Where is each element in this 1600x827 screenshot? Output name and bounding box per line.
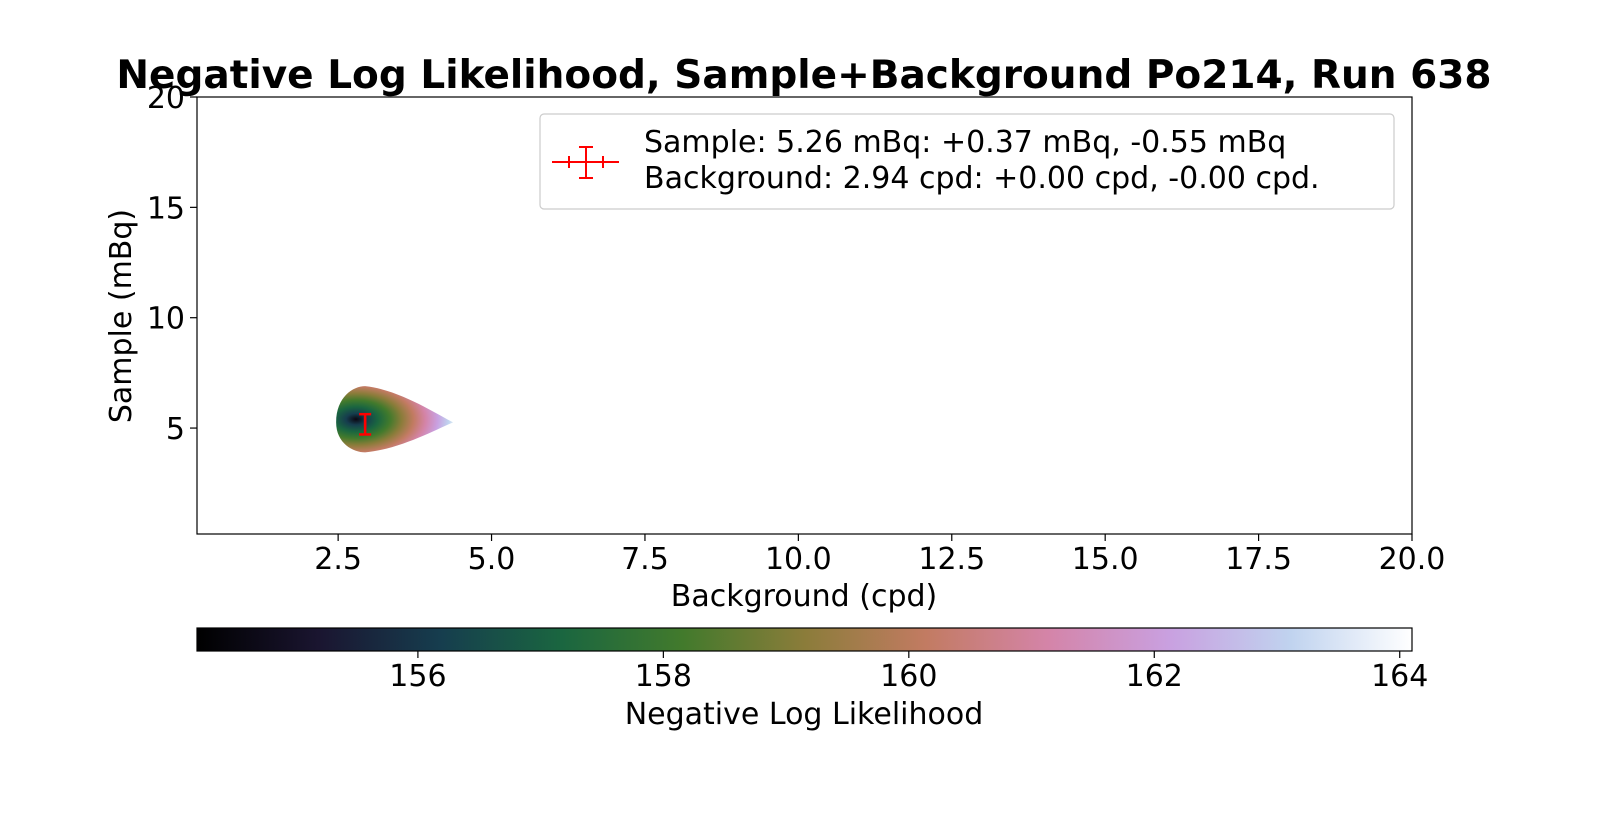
x-tick-label: 15.0 <box>1072 542 1139 577</box>
x-tick-label: 7.5 <box>621 542 669 577</box>
y-axis-ticks: 5 10 15 20 <box>147 81 197 447</box>
x-tick-label: 12.5 <box>918 542 985 577</box>
colorbar-tick-label: 160 <box>880 659 937 694</box>
x-tick-label: 10.0 <box>765 542 832 577</box>
colorbar-tick-label: 164 <box>1371 659 1428 694</box>
x-axis-label: Background (cpd) <box>671 579 938 614</box>
legend-errorbar-icon <box>552 146 619 179</box>
x-axis-ticks: 2.5 5.0 7.5 10.0 12.5 15.0 17.5 20.0 <box>314 534 1445 577</box>
x-tick-label: 20.0 <box>1379 542 1446 577</box>
colorbar <box>196 627 1413 652</box>
y-tick-label: 10 <box>147 302 185 337</box>
best-fit-point <box>359 412 372 436</box>
colorbar-tick-label: 162 <box>1126 659 1183 694</box>
y-tick-label: 15 <box>147 191 185 226</box>
y-axis-label: Sample (mBq) <box>104 209 139 423</box>
y-tick-label: 20 <box>147 81 185 116</box>
legend-line-background: Background: 2.94 cpd: +0.00 cpd, -0.00 c… <box>644 161 1320 196</box>
likelihood-region <box>336 386 454 453</box>
x-tick-label: 17.5 <box>1225 542 1292 577</box>
legend-box <box>539 113 1395 210</box>
chart-title: Negative Log Likelihood, Sample+Backgrou… <box>116 53 1491 98</box>
legend: Sample: 5.26 mBq: +0.37 mBq, -0.55 mBq B… <box>539 113 1395 210</box>
y-tick-label: 5 <box>166 412 185 447</box>
colorbar-tick-label: 158 <box>635 659 692 694</box>
x-tick-label: 2.5 <box>314 542 362 577</box>
colorbar-label: Negative Log Likelihood <box>625 697 984 732</box>
x-tick-label: 5.0 <box>468 542 516 577</box>
colorbar-tick-label: 156 <box>389 659 446 694</box>
plot-frame <box>196 96 1413 535</box>
colorbar-ticks: 156 158 160 162 164 <box>389 651 1428 694</box>
legend-line-sample: Sample: 5.26 mBq: +0.37 mBq, -0.55 mBq <box>644 125 1286 160</box>
